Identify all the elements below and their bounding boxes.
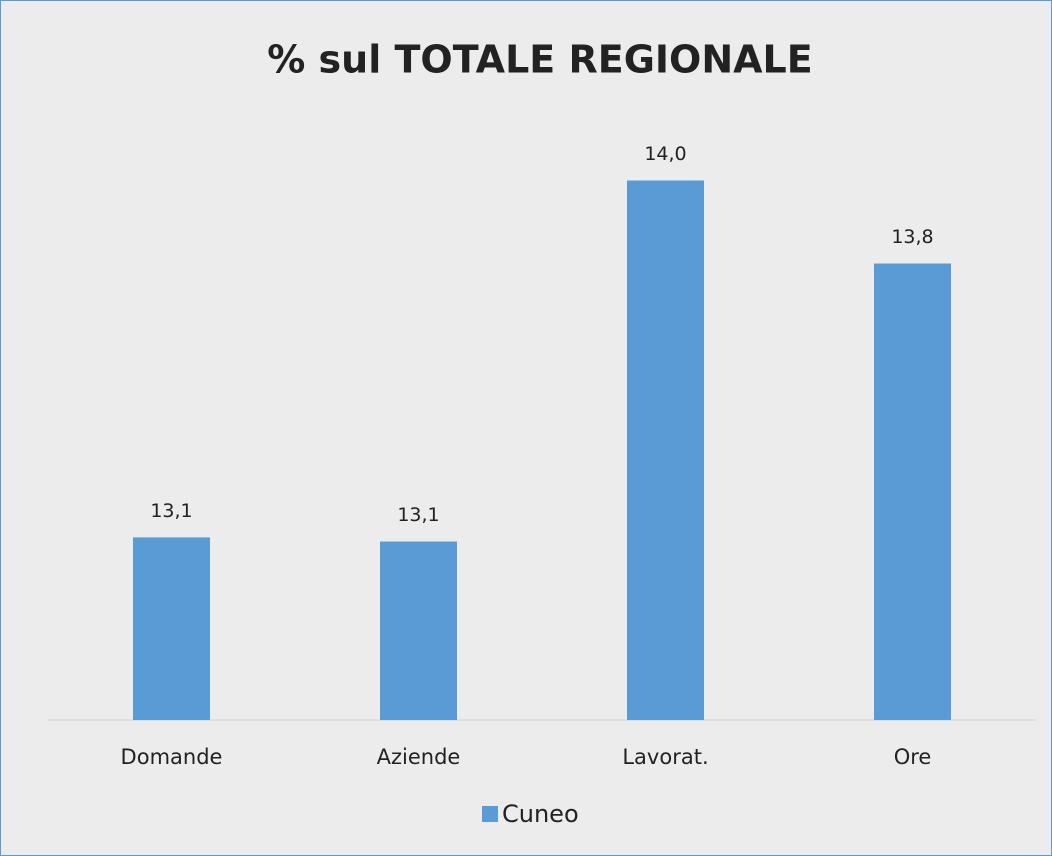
data-label: 13,1 (397, 504, 439, 526)
data-label: 14,0 (644, 143, 686, 165)
x-tick-label: Aziende (377, 745, 461, 769)
x-tick-label: Domande (121, 745, 223, 769)
data-label: 13,1 (150, 500, 192, 522)
chart-title: % sul TOTALE REGIONALE (267, 38, 812, 82)
legend-label: Cuneo (502, 800, 579, 828)
bar (380, 541, 457, 720)
bar (133, 537, 210, 720)
data-label: 13,8 (891, 226, 933, 248)
bar (627, 180, 704, 720)
bar (874, 263, 951, 720)
legend-swatch (482, 806, 498, 822)
x-tick-label: Ore (894, 745, 932, 769)
x-tick-label: Lavorat. (622, 745, 708, 769)
